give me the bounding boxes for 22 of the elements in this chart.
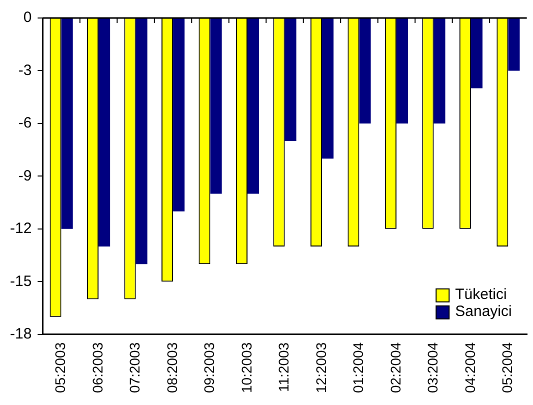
x-tick-label: 10:2003	[238, 342, 254, 394]
x-tick-label: 05:2003	[52, 342, 68, 394]
x-tick-label: 08:2003	[164, 342, 180, 394]
x-tick-label: 06:2003	[89, 342, 106, 394]
legend-label: Tüketici	[455, 286, 507, 304]
x-tick-label: 05:2004	[499, 342, 516, 394]
x-tick-label: 02:2004	[387, 342, 404, 394]
x-tick-label: 04:2004	[462, 342, 478, 394]
y-tick-label: -6	[18, 114, 32, 132]
y-tick-label: -12	[10, 220, 32, 238]
x-tick-label: 12:2003	[312, 342, 329, 394]
y-tick-label: -9	[18, 167, 32, 184]
x-tick-label: 11:2003	[276, 342, 292, 392]
legend-label: Sanayici	[455, 303, 512, 320]
y-tick-label: -15	[10, 272, 32, 290]
y-tick-label: -18	[10, 326, 32, 343]
y-tick-label: 0	[23, 9, 32, 26]
x-tick-label: 01:2004	[350, 342, 366, 394]
y-tick-label: -3	[18, 62, 32, 79]
x-tick-label: 07:2003	[126, 342, 143, 394]
x-tick-label: 03:2004	[424, 342, 441, 394]
x-tick-label: 09:2003	[201, 342, 218, 394]
